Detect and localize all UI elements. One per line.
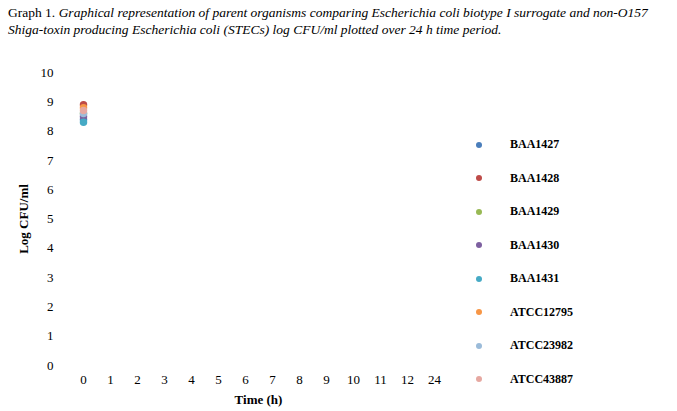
- html-text:ATCC12795: ATCC12795: [510, 304, 574, 319]
- svg-text:6: 6: [47, 182, 54, 197]
- html-text:BAA1427: BAA1427: [510, 137, 560, 152]
- svg-text:1: 1: [107, 372, 114, 387]
- html-text:ATCC23982: ATCC23982: [510, 338, 574, 353]
- svg-text:Time (h): Time (h): [235, 392, 283, 407]
- html-text:BAA1431: BAA1431: [510, 271, 560, 286]
- svg-text:4: 4: [188, 372, 195, 387]
- html-text:ATCC43887: ATCC43887: [510, 371, 574, 386]
- svg-text:6: 6: [242, 372, 249, 387]
- svg-text:3: 3: [47, 270, 54, 285]
- svg-text:9: 9: [323, 372, 330, 387]
- svg-text:Log CFU/ml: Log CFU/ml: [16, 184, 31, 254]
- html-text:BAA1430: BAA1430: [510, 237, 560, 252]
- svg-text:7: 7: [269, 372, 276, 387]
- html-text:Graph 1. Graphical representat: Graph 1. Graphical representation of par…: [8, 5, 648, 37]
- html-text:BAA1428: BAA1428: [510, 170, 560, 185]
- svg-text:2: 2: [47, 299, 54, 314]
- svg-text:11: 11: [374, 372, 387, 387]
- svg-text:4: 4: [47, 240, 54, 255]
- svg-text:8: 8: [47, 123, 54, 138]
- svg-text:10: 10: [41, 65, 54, 80]
- svg-text:5: 5: [47, 211, 54, 226]
- svg-text:24: 24: [428, 372, 442, 387]
- svg-text:9: 9: [47, 94, 54, 109]
- svg-text:5: 5: [215, 372, 222, 387]
- svg-text:2: 2: [134, 372, 141, 387]
- svg-text:12: 12: [401, 372, 414, 387]
- svg-text:8: 8: [296, 372, 303, 387]
- html-text:BAA1429: BAA1429: [510, 204, 560, 219]
- svg-text:0: 0: [47, 358, 54, 373]
- svg-text:10: 10: [347, 372, 360, 387]
- svg-text:0: 0: [80, 372, 87, 387]
- svg-text:7: 7: [47, 153, 54, 168]
- svg-text:1: 1: [47, 328, 54, 343]
- svg-text:3: 3: [161, 372, 168, 387]
